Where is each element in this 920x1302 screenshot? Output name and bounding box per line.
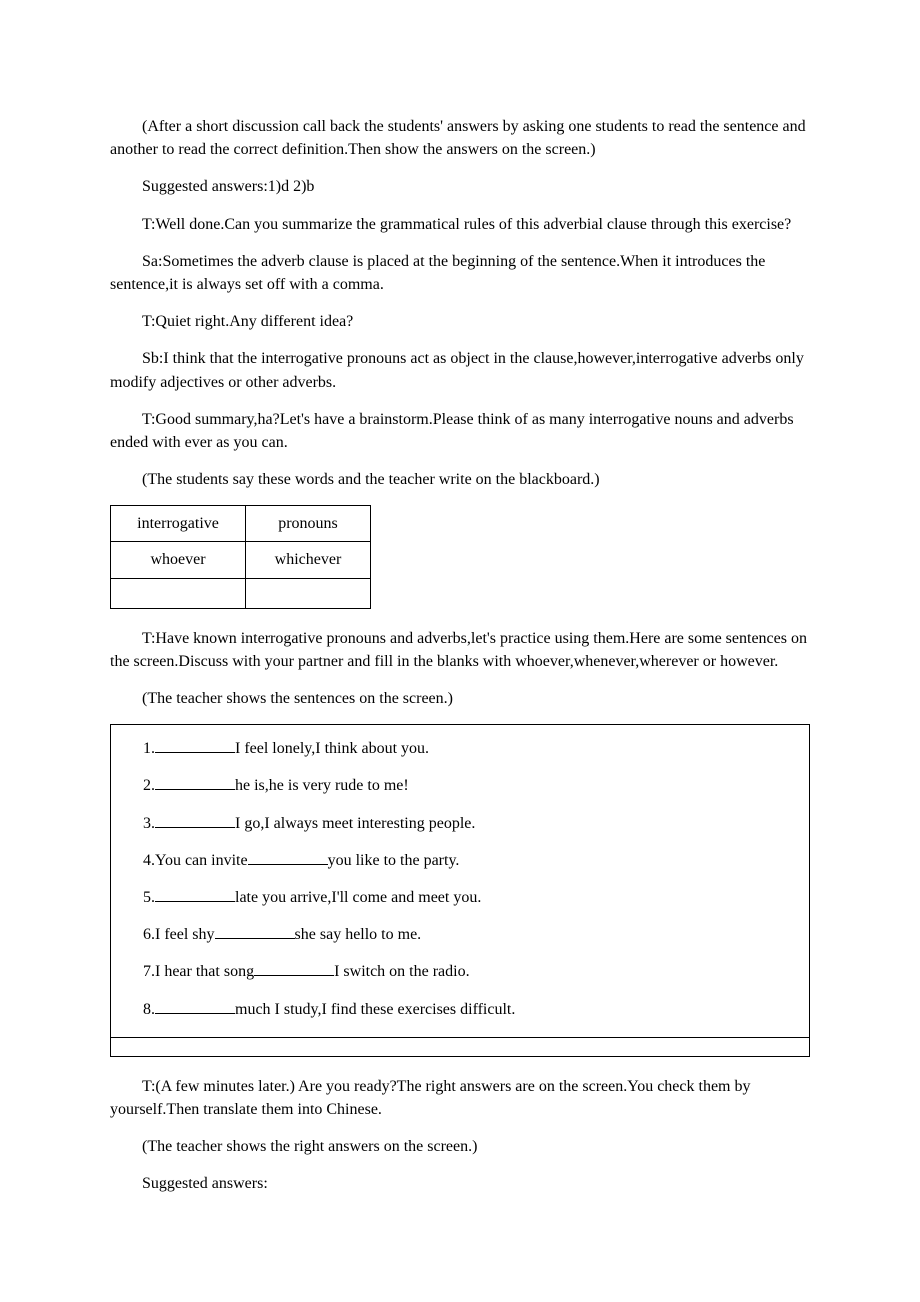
fill-blank — [215, 923, 295, 939]
paragraph-9: T:Have known interrogative pronouns and … — [110, 627, 810, 673]
exercise-pre-text: 2. — [143, 777, 155, 794]
paragraph-1: (After a short discussion call back the … — [110, 115, 810, 161]
paragraph-6: Sb:I think that the interrogative pronou… — [110, 347, 810, 393]
table-cell — [246, 578, 371, 608]
fill-blank — [254, 960, 334, 976]
fill-blank — [155, 774, 235, 790]
exercise-item-1: 1. I feel lonely,I think about you. — [111, 737, 809, 760]
paragraph-12: (The teacher shows the right answers on … — [110, 1135, 810, 1158]
exercise-pre-text: 1. — [143, 740, 155, 757]
paragraph-7: T:Good summary,ha?Let's have a brainstor… — [110, 408, 810, 454]
paragraph-2: Suggested answers:1)d 2)b — [110, 175, 810, 198]
divider-line — [111, 1037, 809, 1038]
table-cell — [111, 578, 246, 608]
exercise-pre-text: 4.You can invite — [143, 852, 248, 869]
exercise-post-text: he is,he is very rude to me! — [235, 777, 409, 794]
exercise-item-8: 8. much I study,I find these exercises di… — [111, 998, 809, 1021]
exercise-post-text: late you arrive,I'll come and meet you. — [235, 889, 481, 906]
fill-blank — [155, 812, 235, 828]
exercise-post-text: you like to the party. — [328, 852, 460, 869]
exercise-post-text: I switch on the radio. — [334, 963, 470, 980]
exercise-pre-text: 8. — [143, 1001, 155, 1018]
exercise-post-text: much I study,I find these exercises diff… — [235, 1001, 515, 1018]
exercise-item-3: 3. I go,I always meet interesting people. — [111, 812, 809, 835]
exercise-pre-text: 3. — [143, 815, 155, 832]
paragraph-8: (The students say these words and the te… — [110, 468, 810, 491]
paragraph-4: Sa:Sometimes the adverb clause is placed… — [110, 250, 810, 296]
paragraph-10: (The teacher shows the sentences on the … — [110, 687, 810, 710]
interrogative-table: interrogative pronouns whoever whichever — [110, 505, 371, 608]
exercise-item-5: 5. late you arrive,I'll come and meet you… — [111, 886, 809, 909]
paragraph-5: T:Quiet right.Any different idea? — [110, 310, 810, 333]
table-cell: interrogative — [111, 506, 246, 542]
exercise-pre-text: 6.I feel shy — [143, 926, 215, 943]
exercise-item-2: 2. he is,he is very rude to me! — [111, 774, 809, 797]
fill-blank — [248, 849, 328, 865]
paragraph-3: T:Well done.Can you summarize the gramma… — [110, 213, 810, 236]
fill-blank — [155, 998, 235, 1014]
fill-blank — [155, 737, 235, 753]
table-cell: whichever — [246, 542, 371, 578]
exercise-post-text: she say hello to me. — [295, 926, 422, 943]
table-row: interrogative pronouns — [111, 506, 371, 542]
exercise-box: 1. I feel lonely,I think about you. 2. he … — [110, 724, 810, 1057]
table-row: whoever whichever — [111, 542, 371, 578]
table-cell: whoever — [111, 542, 246, 578]
exercise-item-7: 7.I hear that song I switch on the radio. — [111, 960, 809, 983]
paragraph-13: Suggested answers: — [110, 1172, 810, 1195]
exercise-pre-text: 7.I hear that song — [143, 963, 254, 980]
exercise-post-text: I go,I always meet interesting people. — [235, 815, 475, 832]
table-cell: pronouns — [246, 506, 371, 542]
paragraph-11: T:(A few minutes later.) Are you ready?T… — [110, 1075, 810, 1121]
table-row — [111, 578, 371, 608]
exercise-pre-text: 5. — [143, 889, 155, 906]
exercise-item-6: 6.I feel shy she say hello to me. — [111, 923, 809, 946]
exercise-post-text: I feel lonely,I think about you. — [235, 740, 429, 757]
fill-blank — [155, 886, 235, 902]
exercise-item-4: 4.You can invite you like to the party. — [111, 849, 809, 872]
